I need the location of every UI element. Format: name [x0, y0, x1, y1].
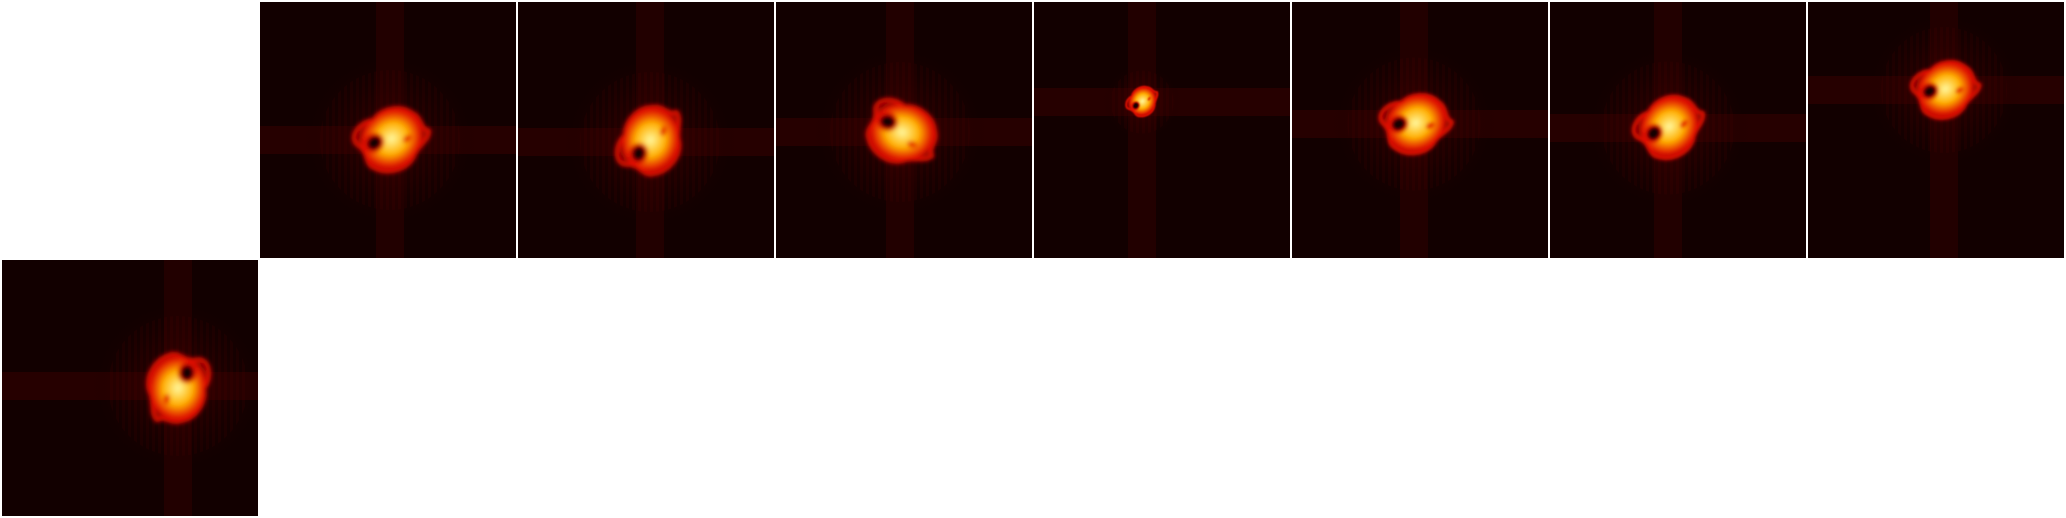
- image-panel: [518, 2, 774, 258]
- heatmap-image: [1808, 2, 2064, 258]
- image-panel: [1034, 2, 1290, 258]
- heatmap-image: [1034, 2, 1290, 258]
- dark-hole: [1388, 114, 1409, 134]
- image-panel: [260, 2, 516, 258]
- heatmap-image: [2, 260, 258, 516]
- heatmap-image: [1292, 2, 1548, 258]
- bright-blob: [614, 104, 682, 177]
- dark-hole: [364, 132, 385, 153]
- dark-hole: [177, 362, 197, 384]
- dark-hole: [1920, 82, 1939, 101]
- heatmap-image: [776, 2, 1032, 258]
- bright-blob: [865, 97, 938, 164]
- bright-blob: [1631, 94, 1706, 161]
- dark-hole: [1131, 101, 1141, 111]
- heatmap-image: [260, 2, 516, 258]
- heatmap-image: [1550, 2, 1806, 258]
- bright-blob: [1909, 60, 1982, 120]
- dark-hole: [1644, 123, 1664, 143]
- bright-blob: [146, 351, 212, 424]
- image-panel: [1292, 2, 1548, 258]
- image-panel: [2, 260, 258, 516]
- heatmap-image: [518, 2, 774, 258]
- dark-hole: [629, 143, 649, 164]
- dark-hole: [877, 112, 899, 132]
- image-panel: [1808, 2, 2064, 258]
- bright-blob: [1378, 93, 1455, 156]
- bright-blob: [1125, 85, 1159, 118]
- image-panel: [1550, 2, 1806, 258]
- bright-blob: [351, 106, 432, 174]
- image-panel: [776, 2, 1032, 258]
